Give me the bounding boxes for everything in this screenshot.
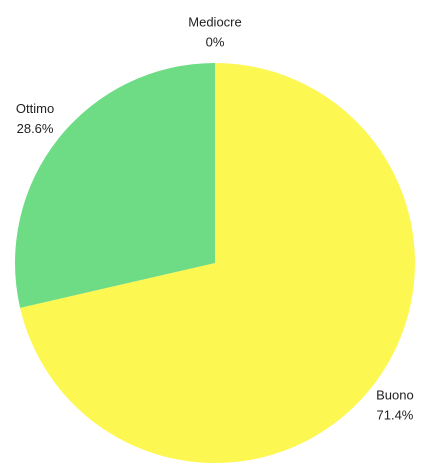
slice-label: Buono (376, 388, 414, 403)
slice-value-label: 71.4% (377, 408, 414, 423)
slice-label: Ottimo (16, 101, 54, 116)
slice-label: Mediocre (188, 14, 241, 29)
pie-slice (14, 63, 216, 308)
slice-value-label: 28.6% (17, 121, 54, 136)
pie-slice (20, 63, 415, 463)
slice-value-label: 0% (206, 34, 225, 49)
